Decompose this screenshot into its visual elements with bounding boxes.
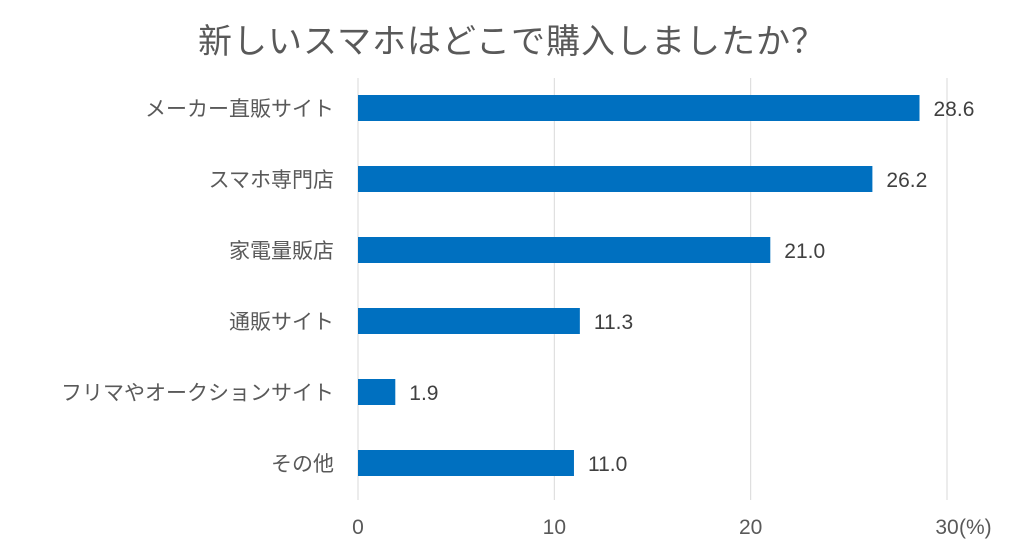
data-label: 26.2 [886,169,927,192]
bar [358,308,580,334]
x-tick-label: 20 [739,516,762,539]
bar [358,237,771,263]
category-label: フリマやオークションサイト [61,381,334,405]
labels: 0 10 20 30 (%) メーカー直販サイト 28.6 スマホ専門店 26.2 家電量販店 21… [61,97,992,539]
data-label: 11.0 [588,453,627,476]
bar [358,450,574,476]
data-label: 1.9 [409,382,438,405]
data-label: 28.6 [934,98,975,121]
category-label: 家電量販店 [229,239,334,263]
x-tick-label: 10 [543,516,566,539]
bars [358,95,920,476]
data-label: 21.0 [784,240,825,263]
x-unit-label: (%) [959,516,992,539]
category-label: メーカー直販サイト [145,97,334,121]
x-tick-label: 30 [935,516,958,539]
x-tick-label: 0 [352,516,364,539]
bar [358,95,920,121]
category-label: その他 [271,452,334,476]
chart-title: 新しいスマホはどこで購入しましたか？ [198,22,826,62]
bar [358,166,873,192]
gridlines [357,78,948,500]
category-label: スマホ専門店 [209,168,334,192]
data-label: 11.3 [594,311,633,334]
bar [358,379,396,405]
category-label: 通販サイト [229,310,334,334]
